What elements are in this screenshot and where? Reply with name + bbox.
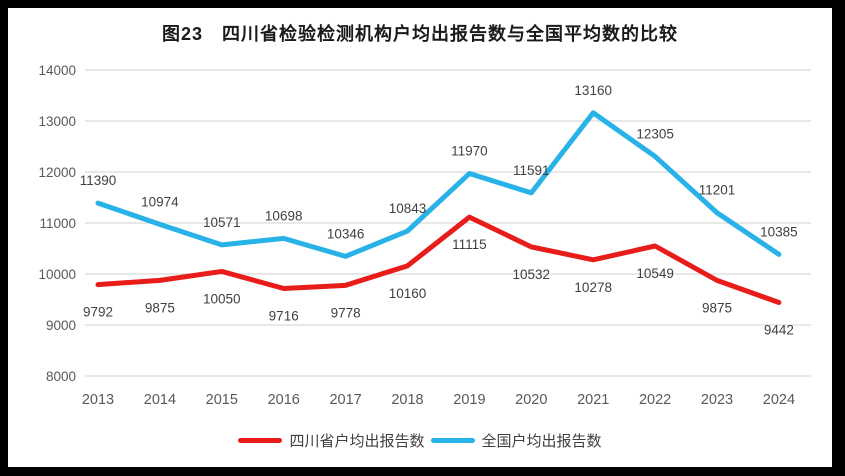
svg-text:10698: 10698 [265, 208, 303, 223]
svg-text:2014: 2014 [144, 392, 176, 408]
svg-text:11591: 11591 [513, 163, 550, 178]
svg-text:10571: 10571 [203, 215, 241, 230]
svg-text:9716: 9716 [269, 308, 299, 323]
legend-item-national: 全国户均出报告数 [430, 430, 602, 451]
svg-text:11000: 11000 [39, 216, 76, 231]
svg-text:2018: 2018 [391, 392, 423, 408]
svg-text:2015: 2015 [206, 392, 238, 408]
svg-text:10532: 10532 [513, 267, 551, 282]
national-series-swatch-icon [430, 438, 475, 443]
svg-text:11115: 11115 [452, 237, 487, 252]
svg-text:14000: 14000 [38, 63, 76, 78]
svg-text:13160: 13160 [574, 83, 612, 98]
svg-text:10050: 10050 [203, 291, 241, 306]
svg-text:9875: 9875 [145, 300, 175, 315]
svg-text:10346: 10346 [327, 226, 365, 241]
legend: 四川省户均出报告数 全国户均出报告数 [8, 430, 832, 451]
svg-text:10385: 10385 [760, 224, 798, 239]
svg-text:10000: 10000 [38, 267, 76, 282]
svg-text:10549: 10549 [636, 266, 674, 281]
svg-text:2024: 2024 [763, 392, 795, 408]
sichuan-series-swatch-icon [238, 438, 283, 443]
svg-text:2020: 2020 [515, 392, 547, 408]
svg-text:2019: 2019 [453, 392, 485, 408]
legend-item-sichuan: 四川省户均出报告数 [238, 430, 425, 451]
svg-text:9792: 9792 [83, 305, 113, 320]
svg-text:9442: 9442 [764, 322, 794, 337]
chart-title: 图23 四川省检验检测机构户均出报告数与全国平均数的比较 [161, 24, 679, 44]
svg-text:12000: 12000 [38, 165, 76, 180]
svg-text:9000: 9000 [46, 318, 76, 333]
svg-text:10843: 10843 [389, 201, 427, 216]
svg-text:2016: 2016 [268, 392, 300, 408]
svg-text:9875: 9875 [702, 300, 732, 315]
svg-text:10160: 10160 [389, 286, 427, 301]
svg-text:11390: 11390 [80, 173, 117, 188]
svg-text:2017: 2017 [329, 392, 361, 408]
legend-label-sichuan: 四川省户均出报告数 [289, 433, 425, 450]
svg-text:13000: 13000 [38, 114, 76, 129]
svg-text:2022: 2022 [639, 392, 671, 408]
svg-text:8000: 8000 [46, 369, 76, 384]
svg-text:11201: 11201 [699, 183, 736, 198]
svg-text:10974: 10974 [141, 194, 179, 209]
svg-text:11970: 11970 [451, 144, 488, 159]
svg-text:10278: 10278 [574, 280, 612, 295]
legend-label-national: 全国户均出报告数 [481, 433, 602, 450]
svg-text:2023: 2023 [701, 392, 733, 408]
chart-canvas: 8000 9000 10000 11000 12000 13000 14000 2013 201… [38, 63, 811, 408]
chart-area: 图23 四川省检验检测机构户均出报告数与全国平均数的比较 8000 9000 100… [8, 8, 832, 467]
svg-text:12305: 12305 [636, 126, 674, 141]
svg-text:9778: 9778 [331, 305, 361, 320]
svg-text:2021: 2021 [577, 392, 609, 408]
svg-text:2013: 2013 [82, 392, 114, 408]
